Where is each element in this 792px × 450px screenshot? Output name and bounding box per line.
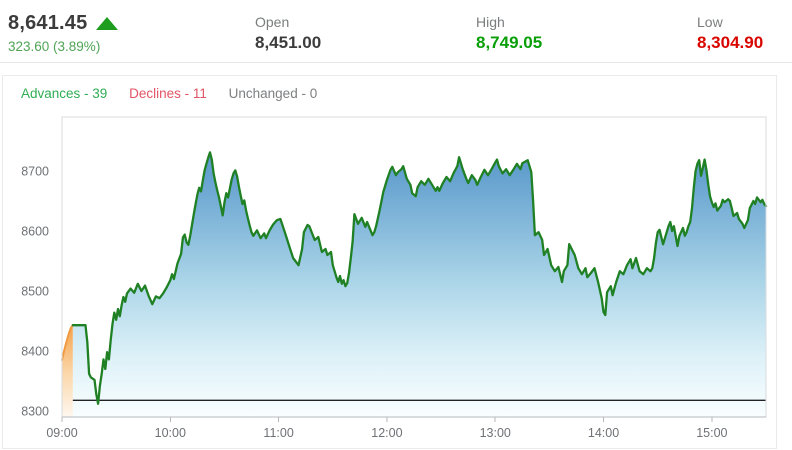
price-area-fill	[72, 152, 767, 417]
high-label: High	[476, 14, 505, 30]
y-axis-labels: 8300 8400 8500 8600 8700	[21, 165, 49, 419]
low-value: 8,304.90	[697, 33, 764, 52]
open-label: Open	[255, 14, 290, 30]
svg-text:11:00: 11:00	[263, 426, 293, 440]
svg-text:8700: 8700	[21, 165, 49, 179]
svg-text:8400: 8400	[21, 345, 49, 359]
open-value: 8,451.00	[255, 33, 322, 52]
last-price-block: 8,641.45 323.60 (3.89%)	[8, 12, 119, 54]
preopen-area-fill	[62, 325, 73, 417]
last-price: 8,641.45	[8, 12, 88, 34]
low-block: Low 8,304.90	[697, 14, 763, 53]
svg-text:10:00: 10:00	[155, 426, 186, 440]
unchanged-count: Unchanged - 0	[228, 86, 318, 101]
declines-count: Declines - 11	[129, 86, 207, 101]
svg-text:12:00: 12:00	[371, 426, 402, 440]
price-change: 323.60 (3.89%)	[8, 39, 101, 54]
svg-text:14:00: 14:00	[588, 426, 619, 440]
advances-count: Advances - 39	[21, 86, 108, 101]
low-label: Low	[697, 14, 723, 30]
svg-text:8600: 8600	[21, 225, 49, 239]
market-breadth: Advances - 39 Declines - 11 Unchanged - …	[21, 86, 335, 101]
up-triangle-icon	[96, 17, 119, 30]
svg-text:09:00: 09:00	[46, 426, 77, 440]
x-axis-labels: 09:00 10:00 11:00 12:00 13:00 14:00 15:00	[46, 417, 728, 440]
svg-text:8500: 8500	[21, 285, 49, 299]
svg-text:15:00: 15:00	[696, 426, 727, 440]
svg-text:13:00: 13:00	[480, 426, 511, 440]
svg-text:8300: 8300	[21, 405, 49, 419]
high-value: 8,749.05	[476, 33, 543, 52]
preopen-line	[61, 324, 74, 361]
high-block: High 8,749.05	[476, 14, 542, 53]
open-block: Open 8,451.00	[255, 14, 321, 53]
price-line	[71, 151, 768, 405]
quote-header: 8,641.45 323.60 (3.89%) Open 8,451.00 Hi…	[0, 0, 792, 63]
